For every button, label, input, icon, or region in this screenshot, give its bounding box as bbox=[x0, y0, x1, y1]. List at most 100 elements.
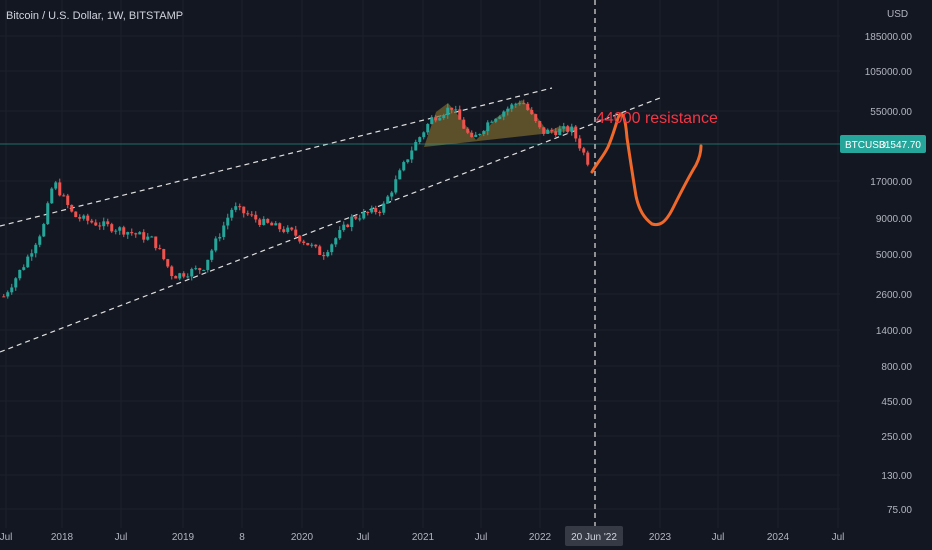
candle-body bbox=[182, 273, 186, 277]
candle-body bbox=[166, 259, 170, 267]
price-tick-label: 250.00 bbox=[881, 432, 912, 443]
candle-body bbox=[266, 218, 270, 223]
price-tick-label: 2600.00 bbox=[876, 290, 913, 301]
time-tick-label: Jul bbox=[0, 532, 12, 543]
candle-body bbox=[566, 126, 570, 132]
candle-body bbox=[502, 111, 506, 117]
candle-body bbox=[30, 253, 34, 257]
crosshair-date-label: 20 Jun '22 bbox=[571, 532, 617, 543]
candle-body bbox=[134, 233, 138, 235]
time-tick-label: Jul bbox=[357, 532, 370, 543]
candle-body bbox=[74, 211, 78, 218]
candle-body bbox=[406, 159, 410, 163]
candle-body bbox=[442, 115, 446, 119]
candle-body bbox=[478, 133, 482, 135]
candle-body bbox=[194, 268, 198, 270]
candle-body bbox=[94, 222, 98, 226]
candle-body bbox=[302, 241, 306, 243]
head-and-shoulders-pattern[interactable] bbox=[424, 100, 578, 147]
candle-body bbox=[254, 214, 258, 220]
candle-body bbox=[6, 292, 10, 297]
projection-path[interactable] bbox=[590, 112, 703, 227]
candle-body bbox=[162, 249, 166, 260]
lower-trendline[interactable] bbox=[0, 97, 661, 353]
candle-body bbox=[338, 230, 342, 239]
price-tick-label: 800.00 bbox=[881, 362, 912, 373]
candle-body bbox=[418, 137, 422, 142]
candle-body bbox=[190, 269, 194, 277]
price-badge bbox=[840, 135, 926, 153]
candle-body bbox=[34, 244, 38, 254]
candle-body bbox=[350, 216, 354, 227]
candle-body bbox=[362, 211, 366, 219]
candlestick-series bbox=[2, 99, 590, 299]
candle-body bbox=[550, 129, 554, 132]
symbol-title[interactable]: Bitcoin / U.S. Dollar, 1W, BITSTAMP bbox=[6, 10, 184, 22]
time-axis[interactable]: Jul 2018 Jul 2019 8 2020 Jul 2021 Jul 2022 Jul 2023… bbox=[0, 532, 844, 543]
candle-body bbox=[286, 227, 290, 232]
candle-body bbox=[154, 236, 158, 249]
candle-body bbox=[318, 246, 322, 255]
candle-body bbox=[146, 236, 150, 240]
price-tick-label: 450.00 bbox=[881, 397, 912, 408]
time-tick-label: 2022 bbox=[529, 532, 552, 543]
candle-body bbox=[42, 224, 46, 237]
candle-body bbox=[122, 227, 126, 235]
candle-body bbox=[10, 287, 14, 293]
price-badge-value: 31547.70 bbox=[879, 140, 921, 151]
candle-body bbox=[414, 141, 418, 151]
candle-body bbox=[426, 124, 430, 133]
price-tick-label: 17000.00 bbox=[870, 177, 912, 188]
candle-body bbox=[70, 204, 74, 212]
price-tick-label: 75.00 bbox=[887, 505, 912, 516]
candle-body bbox=[486, 122, 490, 132]
candle-body bbox=[342, 224, 346, 231]
candle-body bbox=[18, 269, 22, 279]
price-tick-label: 105000.00 bbox=[865, 67, 913, 78]
resistance-annotation[interactable]: 44000 resistance bbox=[596, 110, 718, 127]
candle-body bbox=[358, 218, 362, 220]
price-tick-label: 55000.00 bbox=[870, 107, 912, 118]
candle-body bbox=[570, 126, 574, 132]
candle-body bbox=[538, 121, 542, 128]
candle-body bbox=[514, 103, 518, 105]
candle-body bbox=[438, 118, 442, 121]
price-tick-label: 1400.00 bbox=[876, 326, 913, 337]
candle-body bbox=[562, 126, 566, 129]
candle-body bbox=[574, 126, 578, 139]
upper-trendline[interactable] bbox=[0, 87, 553, 227]
candle-body bbox=[430, 117, 434, 125]
candle-body bbox=[526, 103, 530, 110]
crosshair-date-badge bbox=[565, 526, 623, 546]
candle-body bbox=[410, 150, 414, 160]
candle-body bbox=[158, 248, 162, 250]
candle-body bbox=[370, 208, 374, 213]
time-tick-label: Jul bbox=[115, 532, 128, 543]
candle-body bbox=[510, 104, 514, 109]
candle-body bbox=[490, 121, 494, 123]
candle-body bbox=[386, 196, 390, 204]
candle-body bbox=[234, 206, 238, 210]
price-tick-label: 5000.00 bbox=[876, 250, 913, 261]
price-axis[interactable]: USD 185000.00 105000.00 55000.00 17000.00 90… bbox=[865, 9, 913, 516]
time-tick-label: Jul bbox=[475, 532, 488, 543]
candle-body bbox=[110, 224, 114, 232]
candle-body bbox=[422, 132, 426, 138]
candle-body bbox=[274, 223, 278, 226]
candle-body bbox=[238, 206, 242, 208]
candle-body bbox=[198, 268, 202, 271]
candle-body bbox=[58, 182, 62, 196]
candle-body bbox=[46, 203, 50, 225]
time-tick-label: 2020 bbox=[291, 532, 314, 543]
candle-body bbox=[330, 244, 334, 253]
candle-body bbox=[174, 276, 178, 279]
candle-body bbox=[322, 254, 326, 257]
candle-body bbox=[382, 203, 386, 213]
candle-body bbox=[466, 128, 470, 133]
candle-body bbox=[494, 118, 498, 122]
time-tick-label: Jul bbox=[712, 532, 725, 543]
candle-body bbox=[54, 182, 58, 189]
